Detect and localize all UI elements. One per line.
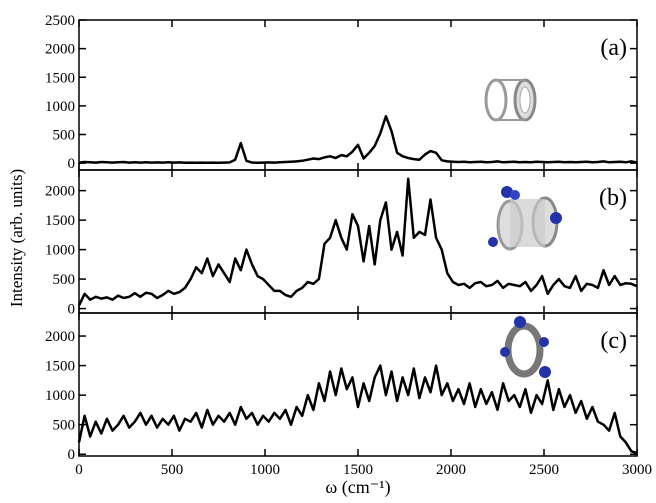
y-axis-label: Intensity (arb. units) [7,169,26,307]
icon-b [488,186,562,251]
y-tick-label: 500 [53,128,76,144]
line-series [77,364,638,455]
line-series [78,114,638,164]
y-tick-label: 0 [68,302,76,318]
panel-frame [78,312,638,457]
x-tick-label: 1500 [343,462,373,478]
line-series [77,177,638,307]
panel-label: (b) [599,185,627,211]
panel-label: (a) [600,35,627,61]
y-tick-label: 500 [53,418,76,434]
x-tick-label: 2000 [436,462,466,478]
y-tick-label: 500 [53,272,76,288]
x-tick-label: 3000 [622,462,652,478]
y-tick-label: 1000 [45,243,75,259]
x-tick-label: 2500 [529,462,559,478]
y-tick-label: 0 [68,447,76,463]
x-tick-label: 500 [161,462,184,478]
icon-a [484,78,537,122]
y-tick-label: 2000 [45,184,75,200]
y-tick-label: 2000 [45,329,75,345]
x-axis-label: ω (cm⁻¹) [325,477,390,498]
x-tick-label: 0 [75,462,83,478]
y-tick-label: 1500 [45,359,75,375]
panel-label: (c) [600,328,627,354]
y-tick-label: 1000 [45,99,75,115]
y-tick-label: 0 [68,156,76,172]
icon-c [500,316,551,378]
y-tick-label: 2500 [45,13,75,29]
y-tick-label: 2000 [45,42,75,58]
y-tick-label: 1500 [45,70,75,86]
y-tick-label: 1500 [45,213,75,229]
x-tick-label: 1000 [250,462,280,478]
y-tick-label: 1000 [45,388,75,404]
